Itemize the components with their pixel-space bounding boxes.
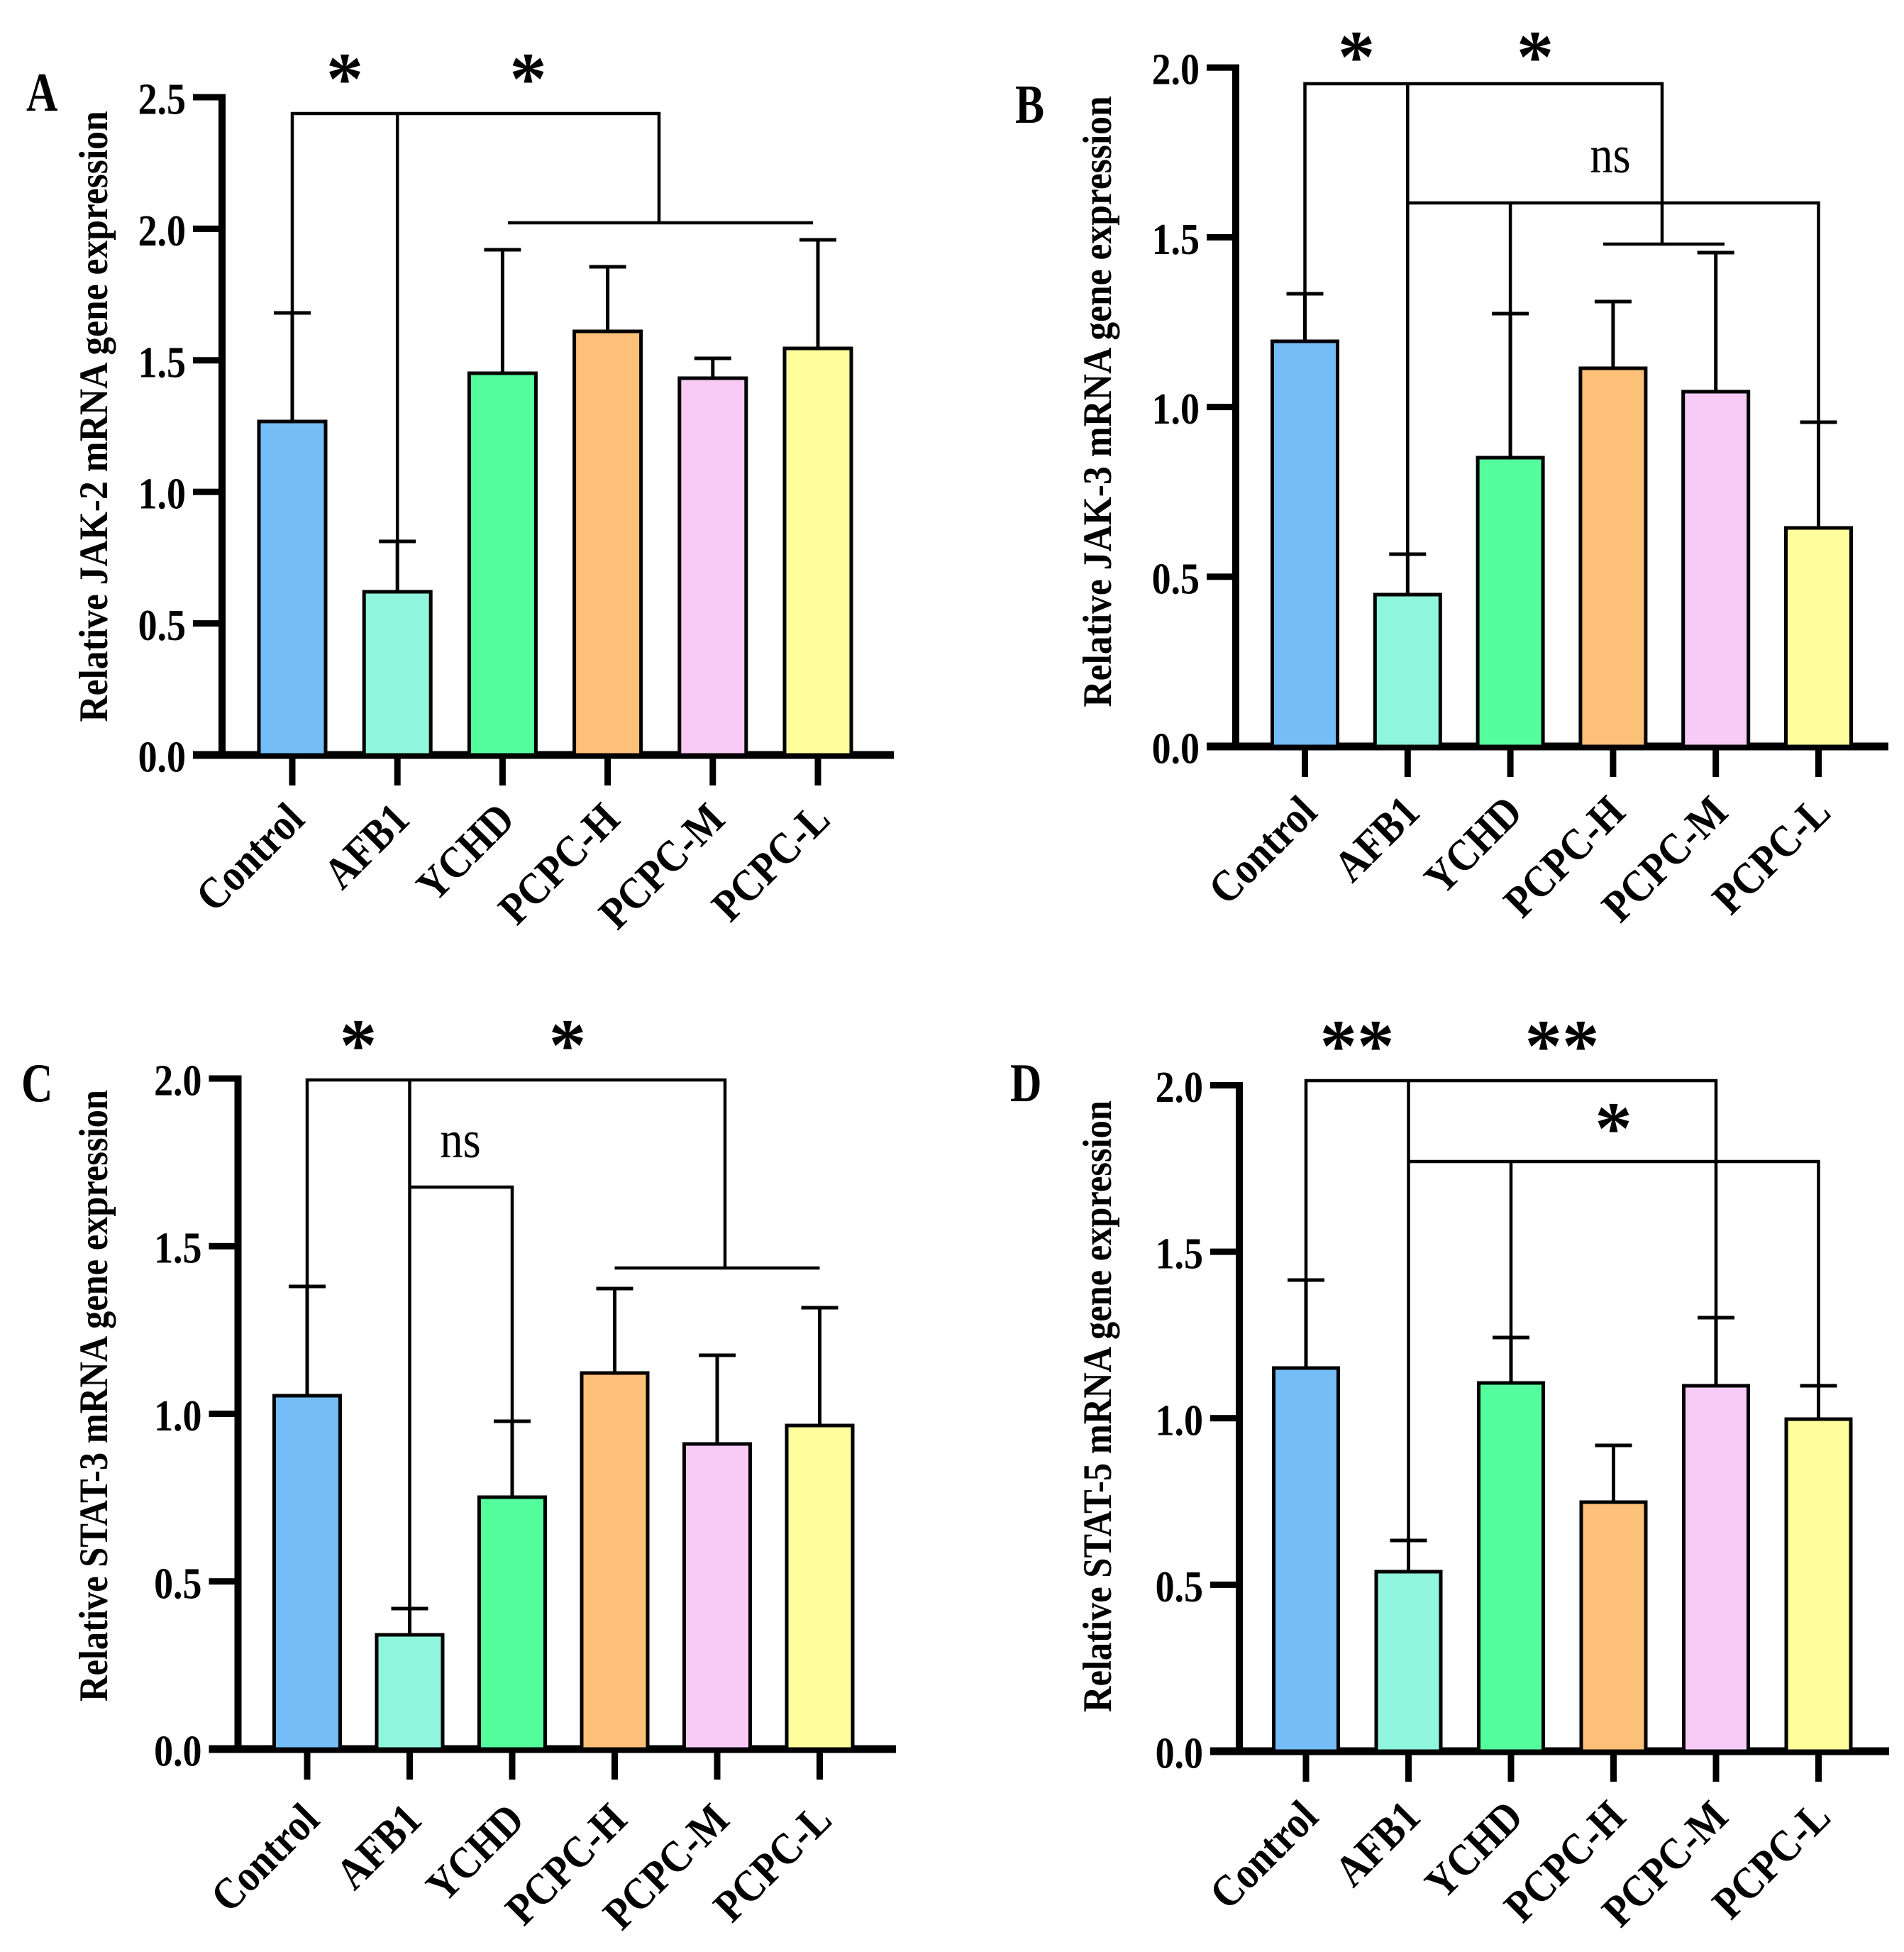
svg-text:**: **	[1320, 1004, 1395, 1087]
svg-text:0.5: 0.5	[1156, 1562, 1203, 1611]
svg-text:*: *	[340, 1003, 377, 1086]
svg-text:A: A	[26, 63, 57, 123]
svg-text:*: *	[509, 37, 547, 120]
svg-text:0.0: 0.0	[1156, 1728, 1203, 1777]
svg-text:1.0: 1.0	[1152, 385, 1200, 434]
svg-text:1.5: 1.5	[138, 338, 186, 387]
svg-text:0.0: 0.0	[154, 1726, 201, 1775]
svg-text:1.5: 1.5	[154, 1223, 201, 1272]
svg-text:0.5: 0.5	[154, 1559, 201, 1608]
svg-text:*: *	[549, 1003, 587, 1086]
svg-text:D: D	[1010, 1054, 1041, 1114]
svg-text:1.5: 1.5	[1152, 214, 1200, 263]
svg-text:Relative STAT-5 mRNA gene expr: Relative STAT-5 mRNA gene expression	[1075, 1101, 1120, 1712]
svg-text:0.5: 0.5	[138, 601, 186, 650]
svg-text:1.0: 1.0	[1156, 1396, 1203, 1445]
svg-text:1.5: 1.5	[1156, 1229, 1203, 1278]
svg-text:0.0: 0.0	[1152, 724, 1200, 773]
svg-text:Relative JAK-2 mRNA gene expre: Relative JAK-2 mRNA gene expression	[72, 111, 116, 722]
svg-text:2.0: 2.0	[1156, 1063, 1203, 1112]
svg-text:2.0: 2.0	[1152, 45, 1200, 94]
svg-text:2.0: 2.0	[154, 1056, 201, 1105]
svg-text:1.0: 1.0	[154, 1391, 201, 1440]
svg-text:Relative STAT-3 mRNA gene expr: Relative STAT-3 mRNA gene expression	[71, 1090, 116, 1702]
svg-text:2.0: 2.0	[138, 206, 186, 255]
svg-text:C: C	[21, 1054, 52, 1114]
svg-text:Relative JAK-3 mRNA gene expre: Relative JAK-3 mRNA gene expression	[1075, 96, 1120, 707]
svg-text:ns: ns	[440, 1111, 480, 1169]
svg-text:1.0: 1.0	[138, 469, 186, 518]
svg-text:*: *	[326, 37, 364, 120]
svg-text:2.5: 2.5	[138, 75, 186, 123]
svg-text:0.0: 0.0	[138, 732, 186, 781]
svg-text:**: **	[1525, 1004, 1600, 1087]
svg-text:0.5: 0.5	[1152, 554, 1200, 603]
svg-text:*: *	[1517, 15, 1554, 98]
svg-text:B: B	[1015, 75, 1044, 136]
svg-text:*: *	[1338, 15, 1376, 98]
svg-text:*: *	[1595, 1086, 1632, 1169]
svg-text:ns: ns	[1590, 126, 1630, 184]
